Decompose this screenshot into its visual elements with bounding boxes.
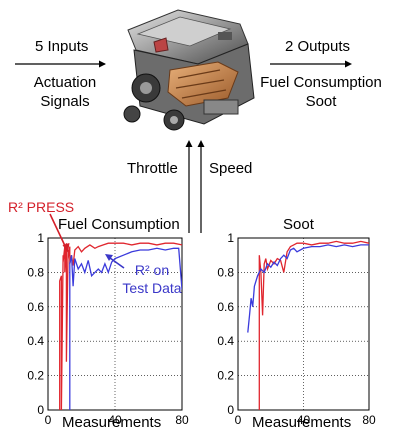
fuel-ytick-label: 0.8 — [27, 265, 44, 279]
soot-xlabel: Measurements — [252, 414, 352, 431]
soot-ytick-label: 0 — [227, 403, 234, 417]
soot-ytick-label: 1 — [227, 231, 234, 245]
fuel-chart-title: Fuel Consumption — [58, 216, 180, 233]
fuel-press-line — [59, 242, 182, 410]
fuel-xlabel: Measurements — [62, 414, 162, 431]
test-annotation-line2: Test Data — [122, 280, 182, 296]
speed-label: Speed — [209, 160, 253, 177]
soot-xtick-label: 40 — [297, 413, 311, 427]
fuel-ytick-label: 0.6 — [27, 300, 44, 314]
fuel-ytick-label: 1 — [37, 231, 44, 245]
outputs-label: 2 Outputs — [285, 38, 351, 55]
engine-image — [123, 9, 255, 131]
fuel-test-data-line — [69, 247, 182, 410]
fuel-xtick-label: 0 — [45, 413, 52, 427]
press-annotation-text: R² PRESS — [8, 199, 75, 215]
soot-press-line — [258, 240, 369, 410]
soot-ytick-label: 0.8 — [217, 265, 234, 279]
soot-chart-title: Soot — [283, 216, 314, 233]
soot-ytick-label: 0.2 — [217, 369, 234, 383]
fuel-ytick-label: 0.4 — [27, 334, 44, 348]
press-annotation: R² PRESS — [8, 198, 74, 216]
soot-chart: 0 0.2 0.4 0.6 0.8 1 0 40 80 — [217, 231, 376, 427]
soot-ytick-label: 0.6 — [217, 300, 234, 314]
fuel-xtick-label: 80 — [175, 413, 189, 427]
outputs-sub1: Fuel Consumption — [260, 74, 382, 91]
inputs-sub1: Actuation — [33, 74, 97, 91]
fuel-ytick-label: 0 — [37, 403, 44, 417]
outputs-sub2: Soot — [305, 93, 337, 110]
fuel-xtick-label: 40 — [108, 413, 122, 427]
inputs-sub2: Signals — [40, 93, 90, 110]
soot-xtick-label: 0 — [235, 413, 242, 427]
inputs-label: 5 Inputs — [35, 38, 89, 55]
soot-test-data-line — [247, 244, 369, 333]
soot-xtick-label: 80 — [362, 413, 376, 427]
test-annotation-line1: R² on — [134, 262, 170, 278]
fuel-consumption-chart: 0 0.2 0.4 0.6 0.8 1 0 40 80 — [27, 231, 189, 427]
fuel-ytick-label: 0.2 — [27, 369, 44, 383]
soot-plot-frame — [237, 237, 370, 411]
soot-ytick-label: 0.4 — [217, 334, 234, 348]
throttle-label: Throttle — [127, 160, 178, 177]
